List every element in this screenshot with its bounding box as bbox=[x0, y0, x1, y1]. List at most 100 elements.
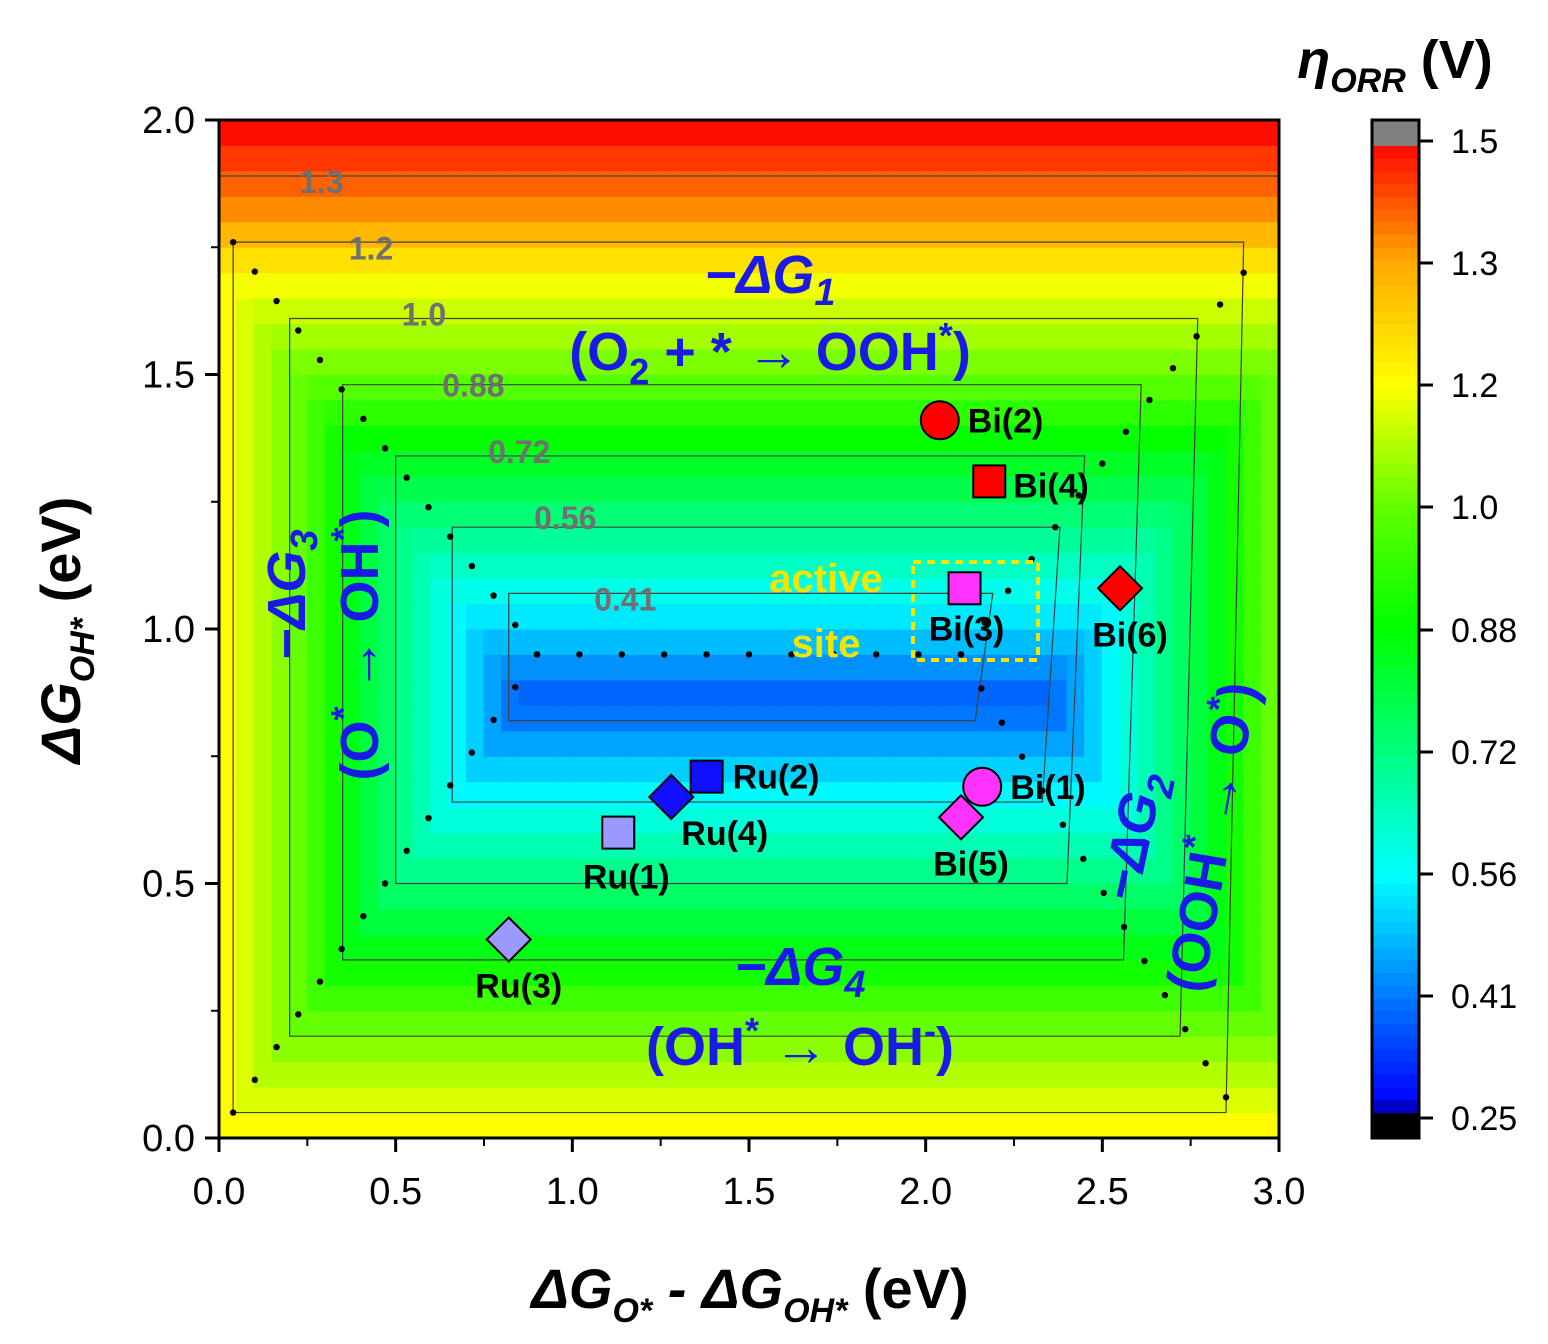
heatmap-cell bbox=[642, 933, 662, 961]
heatmap-cell bbox=[642, 501, 662, 528]
heatmap-cell bbox=[1119, 297, 1139, 325]
heatmap-cell bbox=[766, 144, 785, 172]
heatmap-cell bbox=[713, 221, 732, 248]
heatmap-cell bbox=[465, 475, 485, 503]
heatmap-cell bbox=[730, 221, 750, 248]
heatmap-cell bbox=[960, 704, 980, 732]
heatmap-cell bbox=[395, 704, 414, 732]
heatmap-cell bbox=[695, 120, 715, 146]
heatmap-cell bbox=[607, 552, 626, 579]
heatmap-cell bbox=[1154, 1035, 1174, 1063]
heatmap-cell bbox=[342, 399, 361, 426]
heatmap-cell bbox=[1084, 1010, 1103, 1037]
heatmap-cell bbox=[660, 424, 679, 452]
heatmap-cell bbox=[695, 450, 715, 477]
heatmap-cell bbox=[271, 933, 291, 961]
heatmap-cell bbox=[854, 195, 874, 223]
contour-label: 0.88 bbox=[442, 368, 504, 404]
heatmap-cell bbox=[624, 1086, 644, 1114]
heatmap-cell bbox=[995, 1112, 1015, 1138]
heatmap-cell bbox=[536, 297, 556, 325]
heatmap-cell bbox=[395, 755, 414, 783]
heatmap-cell bbox=[1066, 1035, 1086, 1063]
heatmap-cell bbox=[1190, 984, 1209, 1012]
heatmap-cell bbox=[342, 984, 361, 1012]
heatmap-cell bbox=[359, 450, 379, 477]
heatmap-cell bbox=[1013, 1086, 1033, 1114]
heatmap-cell bbox=[713, 144, 732, 172]
heatmap-cell bbox=[1172, 679, 1192, 706]
heatmap-cell bbox=[677, 195, 697, 223]
heatmap-cell bbox=[624, 526, 644, 554]
heatmap-cell bbox=[854, 959, 874, 986]
contour-line bbox=[508, 592, 994, 722]
heatmap-cell bbox=[801, 475, 821, 503]
heatmap-cell bbox=[695, 552, 715, 579]
heatmap-cell bbox=[377, 679, 397, 706]
heatmap-cell bbox=[448, 501, 467, 528]
heatmap-cell bbox=[1243, 374, 1262, 401]
boundary-dot bbox=[251, 268, 259, 275]
heatmap-cell bbox=[1137, 603, 1156, 630]
heatmap-cell bbox=[960, 424, 980, 452]
heatmap-cell bbox=[483, 832, 503, 859]
colorbar-segment bbox=[1372, 170, 1419, 185]
heatmap-cell bbox=[501, 1035, 520, 1063]
heatmap-cell bbox=[677, 1112, 697, 1138]
heatmap-cell bbox=[1172, 832, 1192, 859]
heatmap-cell bbox=[942, 1061, 962, 1088]
heatmap-cell bbox=[660, 501, 679, 528]
heatmap-cell bbox=[271, 221, 291, 248]
heatmap-cell bbox=[730, 526, 750, 554]
heatmap-cell bbox=[324, 933, 344, 961]
heatmap-cell bbox=[289, 297, 308, 325]
heatmap-cell bbox=[483, 806, 503, 834]
heatmap-cell bbox=[1154, 170, 1174, 197]
heatmap-cell bbox=[271, 475, 291, 503]
heatmap-cell bbox=[1084, 170, 1103, 197]
heatmap-cell bbox=[1225, 704, 1245, 732]
heatmap-cell bbox=[589, 399, 609, 426]
heatmap-cell bbox=[783, 221, 803, 248]
heatmap-cell bbox=[430, 755, 450, 783]
heatmap-cell bbox=[253, 806, 273, 834]
heatmap-cell bbox=[324, 348, 344, 375]
heatmap-cell bbox=[1243, 246, 1262, 274]
heatmap-cell bbox=[289, 170, 308, 197]
heatmap-cell bbox=[624, 933, 644, 961]
heatmap-cell bbox=[836, 603, 856, 630]
heatmap-cell bbox=[377, 577, 397, 605]
heatmap-cell bbox=[395, 984, 414, 1012]
heatmap-cell bbox=[642, 1112, 662, 1138]
heatmap-cell bbox=[695, 1035, 715, 1063]
heatmap-cell bbox=[1101, 424, 1121, 452]
heatmap-cell bbox=[1084, 501, 1103, 528]
heatmap-cell bbox=[1031, 653, 1050, 681]
heatmap-cell bbox=[1260, 526, 1279, 554]
heatmap-cell bbox=[677, 679, 697, 706]
heatmap-cell bbox=[395, 399, 414, 426]
heatmap-cell bbox=[960, 1061, 980, 1088]
heatmap-cell bbox=[571, 120, 591, 146]
heatmap-cell bbox=[766, 577, 785, 605]
heatmap-cell bbox=[448, 552, 467, 579]
heatmap-cell bbox=[801, 450, 821, 477]
heatmap-cell bbox=[872, 679, 891, 706]
heatmap-cell bbox=[1260, 120, 1279, 146]
colorbar-segment bbox=[1372, 272, 1419, 286]
heatmap-cell bbox=[783, 603, 803, 630]
heatmap-cell bbox=[695, 475, 715, 503]
heatmap-cell bbox=[925, 272, 944, 299]
heatmap-cell bbox=[1031, 552, 1050, 579]
colorbar-segment bbox=[1372, 437, 1419, 452]
heatmap-cell bbox=[819, 374, 838, 401]
heatmap-cell bbox=[589, 323, 609, 350]
heatmap-cell bbox=[501, 959, 520, 986]
heatmap-cell bbox=[430, 424, 450, 452]
heatmap-cell bbox=[854, 730, 874, 757]
heatmap-cell bbox=[236, 679, 255, 706]
heatmap-cell bbox=[536, 603, 556, 630]
heatmap-cell bbox=[1101, 297, 1121, 325]
heatmap-cell bbox=[518, 348, 538, 375]
heatmap-cell bbox=[854, 501, 874, 528]
